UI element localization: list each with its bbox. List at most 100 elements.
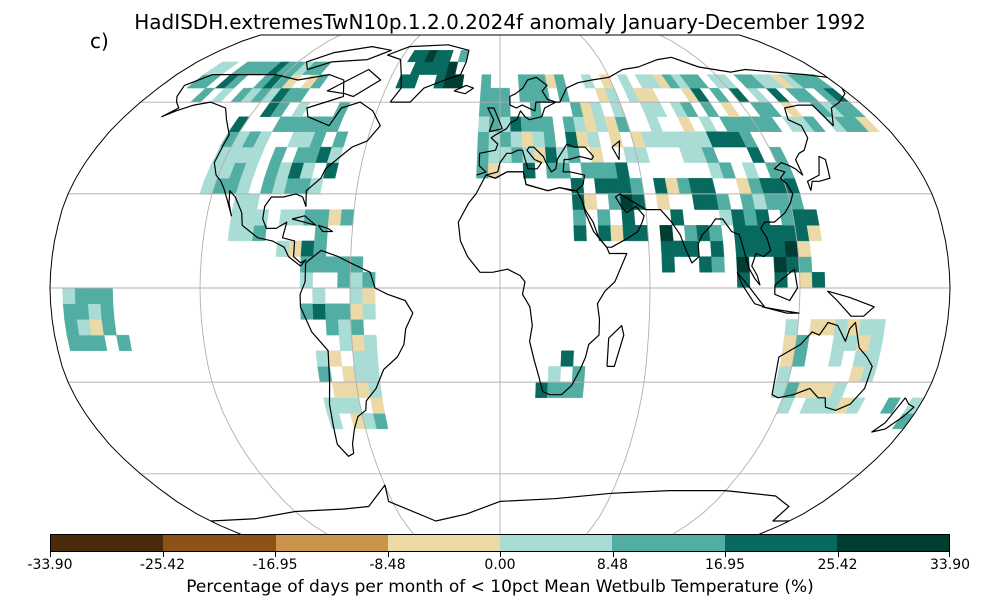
data-cell — [811, 272, 826, 289]
data-cell — [607, 193, 622, 210]
data-cell — [341, 366, 357, 383]
colorbar-tick-label: -8.48 — [369, 557, 406, 573]
colorbar-tick-labels: -33.90 -25.42 -16.95 -8.48 0.00 8.48 16.95 25.4… — [27, 557, 970, 577]
data-cell — [708, 225, 724, 242]
meridian-line — [199, 35, 341, 541]
data-cell — [858, 319, 874, 336]
data-cell — [580, 162, 595, 179]
data-cell — [715, 193, 732, 210]
data-cell — [312, 256, 327, 273]
data-cell — [324, 256, 339, 273]
data-cell — [571, 366, 586, 383]
coastline — [771, 321, 873, 411]
data-cell — [337, 319, 352, 336]
data-cell — [349, 287, 363, 304]
data-cell — [677, 116, 696, 132]
meridian-line — [579, 35, 651, 541]
data-cell — [62, 287, 76, 304]
data-cell — [116, 334, 132, 351]
data-cell — [75, 303, 90, 320]
data-cell — [741, 162, 760, 179]
data-cell — [362, 303, 376, 320]
data-cell — [544, 146, 558, 163]
data-cell — [510, 146, 524, 163]
data-cell — [727, 87, 751, 103]
data-cell — [597, 209, 611, 226]
data-cell — [100, 303, 115, 320]
data-cell — [338, 334, 353, 351]
data-cell — [622, 225, 637, 242]
graticule — [50, 35, 950, 541]
data-cell — [488, 131, 501, 148]
data-cell — [784, 240, 799, 257]
data-cell — [350, 319, 365, 336]
data-cell — [566, 146, 581, 163]
data-cell — [189, 87, 216, 103]
data-cell — [349, 303, 364, 320]
data-cell — [746, 87, 770, 103]
data-cell — [708, 87, 731, 103]
coastline — [317, 224, 334, 233]
data-cell — [488, 146, 501, 163]
colorbar-segment — [387, 535, 500, 551]
coastline — [211, 484, 790, 522]
data-cell — [101, 319, 117, 336]
data-cell — [769, 225, 785, 242]
data-cell — [327, 350, 343, 367]
data-cell — [616, 74, 634, 89]
colorbar-tick — [500, 552, 501, 557]
coastline — [299, 249, 414, 457]
coastline — [453, 84, 474, 95]
data-cell — [803, 209, 820, 226]
coastline — [826, 290, 875, 317]
data-cell — [573, 225, 587, 242]
data-cell — [499, 131, 512, 148]
data-cell — [227, 225, 243, 242]
data-cell — [655, 193, 671, 210]
colorbar-tick — [837, 552, 839, 557]
data-cell — [659, 225, 674, 242]
data-cell — [349, 256, 364, 273]
colorbar-tick — [725, 552, 726, 557]
data-cell — [62, 303, 78, 320]
coastline — [761, 306, 800, 314]
colorbar-tick-label: 8.48 — [596, 557, 629, 573]
data-cell — [362, 272, 376, 289]
coastline — [387, 44, 470, 103]
data-cell — [499, 101, 511, 117]
data-cell — [661, 256, 676, 273]
data-cell — [510, 131, 523, 148]
data-cell — [614, 162, 630, 179]
data-cell — [363, 334, 378, 351]
map-boundary — [49, 34, 951, 542]
colorbar-tick — [387, 552, 389, 557]
colorbar-tick — [162, 552, 164, 557]
coastline — [774, 268, 799, 302]
colorbar-ticks — [50, 552, 950, 558]
colorbar-label: Percentage of days per month of < 10pct … — [186, 577, 814, 597]
data-cell — [89, 319, 105, 336]
coastline — [305, 46, 392, 71]
data-cell — [755, 209, 771, 226]
data-cell — [879, 397, 901, 414]
data-cell — [87, 303, 103, 320]
data-cell — [327, 209, 343, 226]
data-cell — [745, 225, 761, 242]
data-cell — [598, 74, 615, 89]
data-cell — [784, 319, 799, 336]
data-cell — [74, 287, 89, 304]
data-cell — [768, 146, 789, 163]
data-cell — [510, 116, 522, 132]
data-cell — [610, 225, 625, 242]
data-cell — [365, 366, 381, 383]
data-cell — [300, 240, 315, 257]
data-cell — [489, 87, 501, 103]
data-cell — [547, 366, 562, 383]
colorbar-tick-label: 0.00 — [484, 557, 516, 573]
data-cell — [337, 256, 351, 273]
data-cell — [337, 272, 351, 289]
data-cell — [254, 209, 270, 226]
data-cell — [325, 319, 340, 336]
data-cell — [324, 303, 339, 320]
